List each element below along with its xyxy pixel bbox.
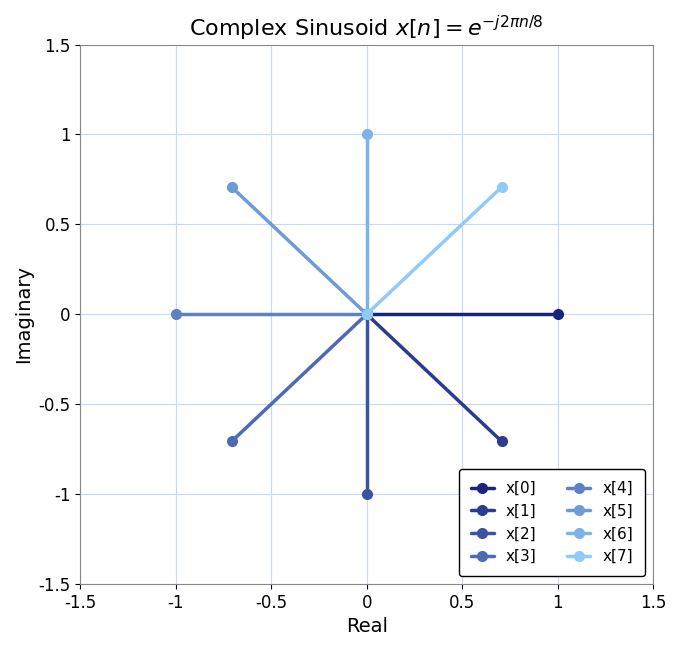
x[0]: [554, 310, 562, 318]
x[5]: [362, 310, 371, 318]
x[5]: [228, 183, 236, 191]
Line: x[0]: x[0]: [362, 309, 562, 319]
x[7]: [498, 183, 506, 191]
x[0]: [362, 310, 371, 318]
Line: x[3]: x[3]: [227, 309, 371, 446]
x[6]: [362, 310, 371, 318]
Y-axis label: Imaginary: Imaginary: [14, 265, 33, 363]
x[4]: [172, 310, 180, 318]
Line: x[1]: x[1]: [362, 309, 507, 446]
x[6]: [362, 131, 371, 138]
Line: x[4]: x[4]: [171, 309, 371, 319]
x[1]: [362, 310, 371, 318]
X-axis label: Real: Real: [345, 617, 388, 636]
x[7]: [362, 310, 371, 318]
Line: x[2]: x[2]: [362, 309, 371, 499]
x[4]: [362, 310, 371, 318]
x[3]: [362, 310, 371, 318]
Legend: x[0], x[1], x[2], x[3], x[4], x[5], x[6], x[7]: x[0], x[1], x[2], x[3], x[4], x[5], x[6]…: [458, 469, 645, 576]
Title: Complex Sinusoid $x[n] = e^{-j2\pi n/8}$: Complex Sinusoid $x[n] = e^{-j2\pi n/8}$: [190, 14, 544, 43]
Line: x[7]: x[7]: [362, 182, 507, 319]
x[1]: [498, 437, 506, 445]
x[2]: [362, 310, 371, 318]
x[2]: [362, 490, 371, 498]
Line: x[6]: x[6]: [362, 129, 371, 319]
x[3]: [228, 437, 236, 445]
Line: x[5]: x[5]: [227, 182, 371, 319]
